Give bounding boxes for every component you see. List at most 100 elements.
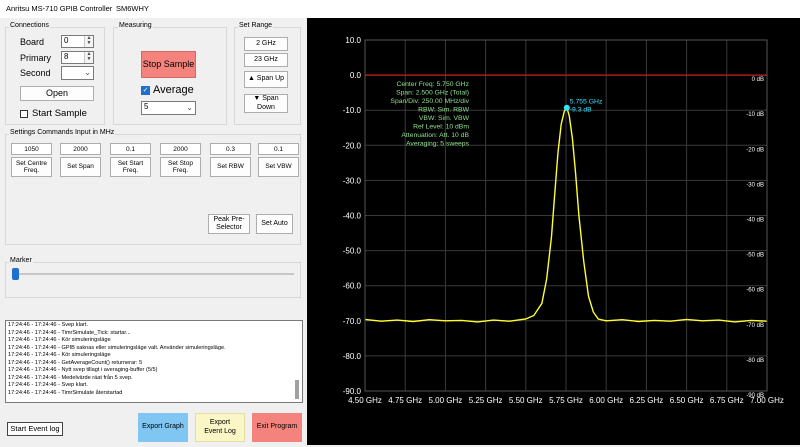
x-tick-label: 6.50 GHz: [670, 396, 704, 405]
exit-program-button[interactable]: Exit Program: [252, 413, 302, 442]
primary-input[interactable]: 8 ▲ ▼: [61, 51, 94, 64]
y-tick-label: -80.0: [343, 352, 362, 361]
event-log-scrollbar[interactable]: [295, 380, 299, 399]
settings-group-label: Settings Commands Input in MHz: [9, 129, 116, 136]
y-tick-label: -50.0: [343, 247, 362, 256]
marker-slider-track[interactable]: [14, 273, 294, 275]
y-right-tick-label: -30 dB: [746, 182, 764, 188]
x-tick-label: 6.75 GHz: [710, 396, 744, 405]
marker-slider-thumb[interactable]: [12, 268, 19, 280]
y-tick-label: 10.0: [345, 36, 361, 45]
start-event-log-button[interactable]: Start Event log: [7, 422, 63, 436]
event-log[interactable]: 17:24:46 - 17:24:46 - Svep klart. 17:24:4…: [5, 320, 303, 403]
y-right-tick-label: -90 dB: [746, 393, 764, 399]
range-23ghz-button[interactable]: 23 GHz: [244, 53, 288, 67]
y-tick-label: -70.0: [343, 317, 362, 326]
average-label: Average: [153, 84, 194, 96]
info-annotation: Center Freq: 5.750 GHz: [396, 81, 469, 88]
export-graph-button[interactable]: Export Graph: [138, 413, 188, 442]
x-tick-label: 4.50 GHz: [348, 396, 382, 405]
marker-group-label: Marker: [9, 257, 33, 264]
measuring-group-label: Measuring: [118, 22, 153, 29]
y-right-tick-label: -70 dB: [746, 323, 764, 329]
settings-command-button[interactable]: Set VBW: [258, 157, 299, 177]
primary-spinner[interactable]: ▲ ▼: [84, 52, 93, 63]
x-tick-label: 5.00 GHz: [429, 396, 463, 405]
set-range-group-label: Set Range: [238, 22, 274, 29]
y-tick-label: -40.0: [343, 212, 362, 221]
log-line: 17:24:46 - 17:24:46 - TimrSimulate_Tick:…: [8, 329, 131, 336]
board-input[interactable]: 0 ▲ ▼: [61, 35, 94, 48]
y-tick-label: -60.0: [343, 282, 362, 291]
settings-command-button[interactable]: Set Stop Freq.: [160, 157, 201, 177]
span-up-button[interactable]: ▲ Span Up: [244, 71, 288, 88]
marker-group: [5, 262, 301, 298]
y-tick-label: -30.0: [343, 176, 362, 185]
settings-value-input[interactable]: 2000: [60, 143, 101, 155]
connections-group-label: Connections: [9, 22, 50, 29]
primary-label: Primary: [20, 53, 51, 63]
second-select[interactable]: ⌄: [61, 66, 94, 80]
settings-command-button[interactable]: Set RBW: [210, 157, 251, 177]
log-line: 17:24:46 - 17:24:46 - Nytt svep tillagt …: [8, 367, 158, 373]
peak-preselector-button[interactable]: Peak Pre-Selector: [208, 214, 250, 234]
y-tick-label: -10.0: [343, 106, 362, 115]
settings-value-input[interactable]: 0.3: [210, 143, 251, 155]
callsign-label: SM6WHY: [116, 4, 149, 13]
info-annotation: VBW: Sim. VBW: [419, 115, 470, 122]
y-right-tick-label: -40 dB: [746, 218, 764, 224]
board-label: Board: [20, 37, 45, 47]
chevron-down-icon: ⌄: [186, 103, 193, 112]
range-2ghz-button[interactable]: 2 GHz: [244, 37, 288, 51]
info-annotation: RBW: Sim. RBW: [418, 107, 469, 114]
log-line: 17:24:46 - 17:24:46 - Kör simuleringsläg…: [8, 337, 111, 343]
info-annotation: Averaging: 5 sweeps: [406, 141, 470, 148]
settings-value-input[interactable]: 2000: [160, 143, 201, 155]
info-annotation: Span: 2.500 GHz (Total): [396, 90, 469, 97]
set-auto-button[interactable]: Set Auto: [256, 214, 293, 234]
log-line: 17:24:46 - 17:24:46 - Svep klart.: [8, 322, 88, 328]
marker-freq-label: 5.755 GHz: [570, 99, 603, 106]
chevron-down-icon: ⌄: [84, 68, 91, 77]
log-line: 17:24:46 - 17:24:46 - GPIB saknas eller …: [8, 344, 226, 351]
y-right-tick-label: -10 dB: [746, 112, 764, 118]
y-right-tick-label: -50 dB: [746, 253, 764, 259]
average-count-select[interactable]: 5 ⌄: [141, 101, 196, 115]
log-line: 17:24:46 - 17:24:46 - TimrSimulate åters…: [8, 389, 123, 396]
settings-value-input[interactable]: 1050: [11, 143, 52, 155]
settings-command-button[interactable]: Set Span: [60, 157, 101, 177]
x-tick-label: 5.50 GHz: [509, 396, 543, 405]
x-tick-label: 6.25 GHz: [630, 396, 664, 405]
open-button[interactable]: Open: [20, 86, 94, 101]
y-right-tick-label: 0 dB: [752, 77, 764, 83]
plot-frame: [364, 39, 768, 392]
info-annotation: Attenuation: Att. 10 dB: [401, 132, 469, 139]
span-down-button[interactable]: ▼ Span Down: [244, 94, 288, 113]
stop-sample-button[interactable]: Stop Sample: [141, 51, 196, 78]
x-tick-label: 5.75 GHz: [549, 396, 583, 405]
y-tick-label: 0.0: [350, 71, 362, 80]
marker-level-label: -9.3 dB: [570, 107, 592, 114]
settings-value-input[interactable]: 0.1: [258, 143, 299, 155]
info-annotation: Span/Div: 250.00 MHz/div: [390, 98, 469, 105]
average-checkbox[interactable]: ✓: [141, 86, 150, 95]
settings-value-input[interactable]: 0.1: [110, 143, 151, 155]
title-bar: Anritsu MS-710 GPIB Controller SM6WHY: [0, 0, 800, 18]
spectrum-chart: 4.50 GHz 4.75 GHz 5.00 GHz 5.25 GHz 5.50 GHz…: [343, 36, 784, 405]
y-right-tick-label: -80 dB: [746, 358, 764, 364]
y-tick-label: -90.0: [343, 387, 362, 396]
y-right-tick-label: -60 dB: [746, 288, 764, 294]
x-tick-label: 6.00 GHz: [589, 396, 623, 405]
x-tick-label: 5.25 GHz: [469, 396, 503, 405]
x-tick-label: 7.00 GHz: [750, 396, 784, 405]
board-spinner[interactable]: ▲ ▼: [84, 36, 93, 47]
settings-command-button[interactable]: Set Centre Freq.: [11, 157, 52, 177]
info-annotation: Ref Level: 10 dBm: [413, 124, 469, 131]
export-event-log-button[interactable]: Export Event Log: [195, 413, 245, 442]
log-line: 17:24:46 - 17:24:46 - GetAverageCount() …: [8, 359, 143, 366]
x-tick-label: 4.75 GHz: [388, 396, 422, 405]
spectrum-graph-panel: 4.50 GHz 4.75 GHz 5.00 GHz 5.25 GHz 5.50 GHz…: [307, 18, 800, 445]
y-right-tick-label: -20 dB: [746, 147, 764, 153]
start-sample-checkbox[interactable]: [20, 110, 28, 118]
settings-command-button[interactable]: Set Start Freq.: [110, 157, 151, 177]
